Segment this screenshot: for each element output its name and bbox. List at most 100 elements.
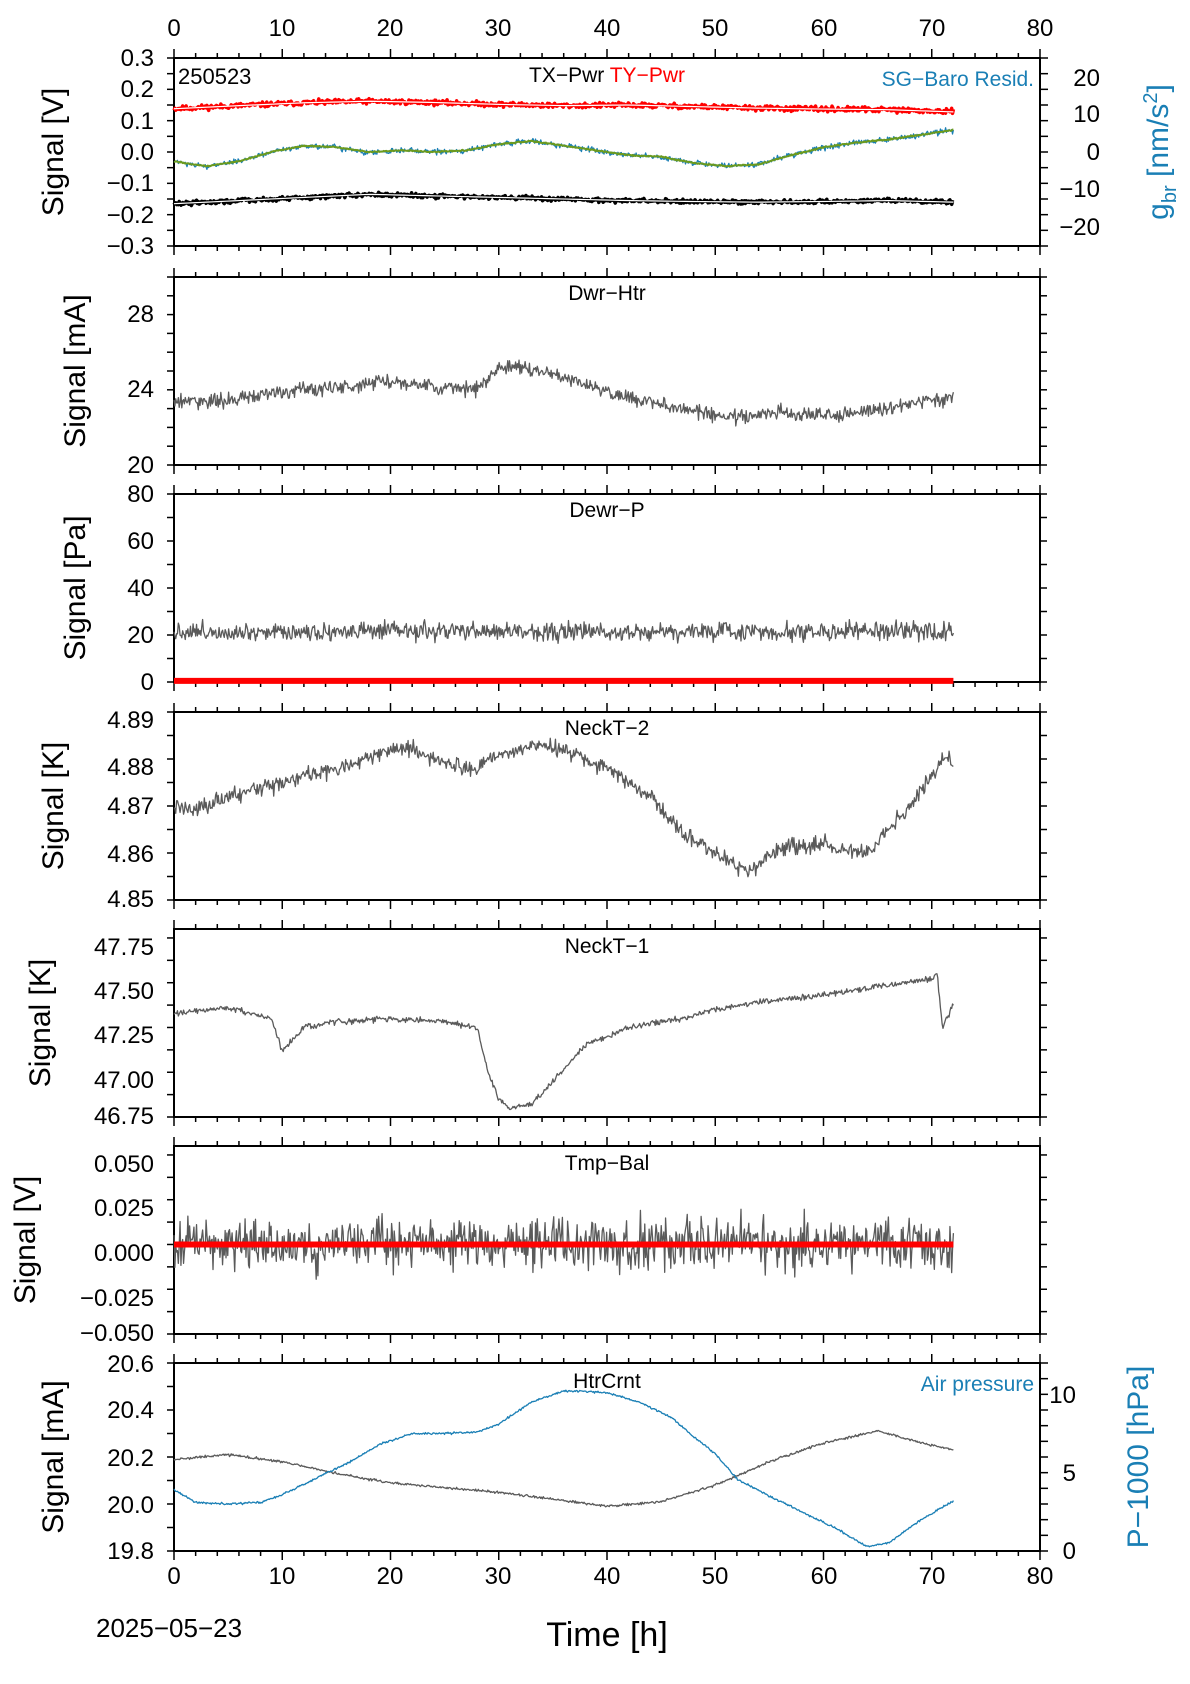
y-tick-labels: 28 24 20 xyxy=(127,301,154,479)
y-axis-label: Signal [V] xyxy=(37,88,70,216)
y-tick-label: 4.88 xyxy=(107,754,154,781)
y2-tick-label: 0 xyxy=(1063,1538,1076,1565)
y-tick-label: 20 xyxy=(127,622,154,649)
series-line xyxy=(173,1429,954,1508)
plot-area xyxy=(173,973,954,1111)
y-tick-label: 20.0 xyxy=(107,1492,154,1519)
y-tick-label: 60 xyxy=(127,528,154,555)
y-tick-label: 0.3 xyxy=(121,45,154,72)
x-tick-label: 70 xyxy=(919,1563,946,1590)
panel-title-tx: TX−Pwr xyxy=(529,64,610,87)
x-tick-label: 0 xyxy=(167,1563,180,1590)
y-tick-label: 20.6 xyxy=(107,1351,154,1378)
y-tick-label: 0.000 xyxy=(94,1240,154,1267)
panel-ticks xyxy=(167,485,1047,691)
y2-tick-label: −10 xyxy=(1059,176,1100,203)
y-axis-label: Signal [K] xyxy=(24,959,57,1087)
top-tick-label: 30 xyxy=(485,15,512,42)
panel-corner-label: 250523 xyxy=(178,64,251,89)
y2-tick-label: 5 xyxy=(1063,1460,1076,1487)
y-tick-label: 24 xyxy=(127,376,154,403)
x-tick-label: 60 xyxy=(811,1563,838,1590)
panel-frame xyxy=(173,493,1041,683)
plot-area xyxy=(173,1208,955,1280)
y2-tick-label: 10 xyxy=(1049,1382,1076,1409)
panel-neckt-2: NeckT−2 4.89 4.88 4.87 4.86 4.85 Signal … xyxy=(37,703,1047,913)
panel-dewr-p: Dewr−P 80 60 40 20 0 Signal [Pa] xyxy=(59,481,1047,696)
series-line xyxy=(173,618,955,644)
y-tick-label: 0.2 xyxy=(121,76,154,103)
top-tick-label: 50 xyxy=(702,15,729,42)
series-line xyxy=(173,359,955,427)
y-tick-label: 40 xyxy=(127,575,154,602)
top-tick-label: 0 xyxy=(167,15,180,42)
y-tick-label: 0.050 xyxy=(94,1151,154,1178)
panel-ticks xyxy=(167,49,1048,255)
top-tick-label: 10 xyxy=(269,15,296,42)
y-tick-label: 0.0 xyxy=(121,139,154,166)
panel-ticks xyxy=(167,703,1047,909)
panel-right-title: SG−Baro Resid. xyxy=(882,68,1034,91)
y-tick-label: 0 xyxy=(141,669,154,696)
x-axis-label: Time [h] xyxy=(546,1616,668,1654)
y-tick-label: 47.00 xyxy=(94,1067,154,1094)
x-tick-label: 20 xyxy=(377,1563,404,1590)
panel-title: NeckT−1 xyxy=(565,935,650,958)
panel-frame xyxy=(173,276,1041,466)
panel-title: Dwr−Htr xyxy=(568,282,646,305)
y-tick-labels: 0.3 0.2 0.1 0.0 −0.1 −0.2 −0.3 xyxy=(107,45,154,260)
y-tick-label: 20 xyxy=(127,452,154,479)
y2-tick-label: 10 xyxy=(1073,101,1100,128)
y-axis-label: Signal [Pa] xyxy=(59,515,92,660)
series-centre-line xyxy=(173,193,954,205)
y-tick-label: 4.89 xyxy=(107,707,154,734)
top-tick-label: 40 xyxy=(594,15,621,42)
plot-area xyxy=(173,618,955,684)
y-tick-label: 20.2 xyxy=(107,1445,154,1472)
series-line xyxy=(173,128,954,168)
series-line xyxy=(173,973,954,1111)
x-tick-label: 10 xyxy=(269,1563,296,1590)
y2-tick-label: 20 xyxy=(1073,65,1100,92)
y-tick-label: 4.85 xyxy=(107,886,154,913)
y-tick-labels: 20.6 20.4 20.2 20.0 19.8 xyxy=(107,1351,154,1565)
y-tick-label: 19.8 xyxy=(107,1538,154,1565)
y2-tick-labels: 10 5 0 xyxy=(1049,1382,1076,1565)
y2-axis-label: P−1000 [hPa] xyxy=(1122,1366,1155,1549)
y2-axis-label: gbr [nm/s2] xyxy=(1140,84,1181,220)
top-tick-label: 60 xyxy=(811,15,838,42)
y-axis-label: Signal [mA] xyxy=(37,1380,70,1533)
y2-label-main: g xyxy=(1142,203,1175,220)
y-tick-label: 47.50 xyxy=(94,978,154,1005)
y-tick-labels: 47.75 47.50 47.25 47.00 46.75 xyxy=(94,934,154,1130)
y-tick-label: −0.050 xyxy=(80,1320,154,1347)
plot-area xyxy=(173,359,955,427)
x-tick-label: 30 xyxy=(485,1563,512,1590)
panel-ticks xyxy=(167,920,1047,1126)
y-tick-label: −0.2 xyxy=(107,202,154,229)
panel-title: Dewr−P xyxy=(569,499,644,522)
x-tick-label: 80 xyxy=(1027,1563,1054,1590)
y-tick-label: 0.025 xyxy=(94,1195,154,1222)
plot-area xyxy=(172,96,956,208)
y-axis-label: Signal [K] xyxy=(37,742,70,870)
panel-ticks xyxy=(167,268,1047,474)
y-tick-labels: 4.89 4.88 4.87 4.86 4.85 xyxy=(107,707,154,913)
panel-ticks xyxy=(167,1137,1047,1343)
y-tick-label: 20.4 xyxy=(107,1397,154,1424)
series-line xyxy=(173,737,954,878)
x-tick-label: 40 xyxy=(594,1563,621,1590)
top-tick-label: 20 xyxy=(377,15,404,42)
y-tick-label: 47.75 xyxy=(94,934,154,961)
bottom-axis-tick-labels: 0 10 20 30 40 50 60 70 80 xyxy=(167,1563,1053,1590)
y-tick-label: 28 xyxy=(127,301,154,328)
y-axis-label: Signal [V] xyxy=(9,1176,42,1304)
series-line xyxy=(173,1208,955,1280)
series-line xyxy=(173,1389,954,1548)
y-tick-label: 46.75 xyxy=(94,1103,154,1130)
y2-tick-label: −20 xyxy=(1059,214,1100,241)
top-axis-tick-labels: 0 10 20 30 40 50 60 70 80 xyxy=(167,15,1053,42)
panel-dwr-htr: Dwr−Htr 28 24 20 Signal [mA] xyxy=(59,268,1047,479)
y-tick-label: 4.86 xyxy=(107,841,154,868)
panel-right-title: Air pressure xyxy=(921,1373,1034,1396)
